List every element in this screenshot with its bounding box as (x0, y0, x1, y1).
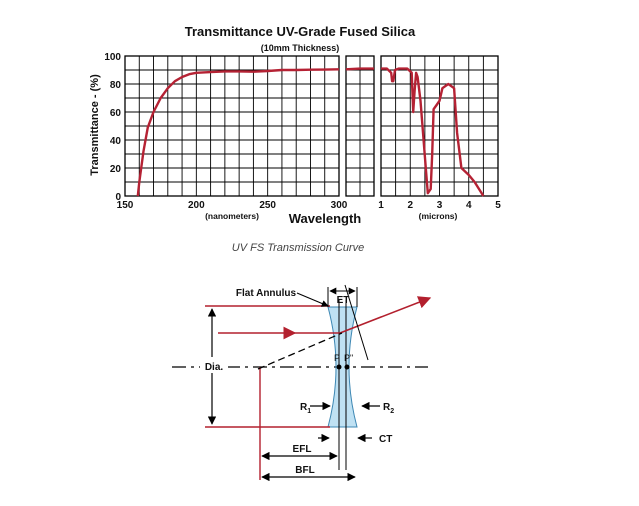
chart-caption: UV FS Transmission Curve (232, 242, 364, 254)
y-tick-label: 40 (110, 136, 122, 147)
label-flat-annulus: Flat Annulus (236, 288, 297, 299)
label-r1-main: R (300, 402, 308, 413)
y-tick-label: 60 (110, 108, 122, 119)
x-tick-label: 300 (331, 200, 348, 211)
principal-point-p-double-prime (344, 364, 350, 370)
label-r2-sub: 2 (390, 408, 394, 415)
x-tick-label: 1 (378, 200, 384, 211)
x-unit-label: (nanometers) (205, 211, 259, 221)
label-p-double-prime: P" (344, 353, 353, 363)
panel-frame (345, 55, 375, 197)
x-axis-label: Wavelength (289, 211, 362, 226)
x-tick-label: 3 (437, 200, 443, 211)
y-tick-label: 100 (104, 52, 121, 63)
lens-diagram: P P" Flat Annulus ET Dia. R1 R2 (172, 284, 432, 482)
x-tick-label: 150 (117, 200, 134, 211)
x-tick-label: 4 (466, 200, 472, 211)
ray-refracted (339, 296, 432, 334)
y-tick-label: 20 (110, 164, 122, 175)
transmittance-curve (345, 67, 374, 71)
y-tick-label: 0 (115, 192, 121, 203)
x-tick-label: 2 (407, 200, 413, 211)
y-tick-label: 80 (110, 80, 122, 91)
label-bfl: BFL (295, 465, 314, 476)
dia-label-bg (200, 357, 228, 373)
x-tick-label: 250 (259, 200, 276, 211)
x-unit-label: (microns) (419, 211, 458, 221)
transmittance-curve (381, 67, 485, 197)
principal-point-p (336, 364, 342, 370)
label-r2-main: R (383, 402, 391, 413)
chart-title: Transmittance UV-Grade Fused Silica (185, 24, 416, 39)
flat-annulus-leader (296, 292, 329, 307)
chart-subtitle: (10mm Thickness) (261, 43, 340, 53)
label-et: ET (337, 295, 350, 306)
transmittance-chart: Transmittance UV-Grade Fused Silica (10m… (89, 24, 501, 254)
label-r1: R1 (300, 402, 311, 415)
label-r2: R2 (383, 402, 394, 415)
chart-plot-area: 150 200 250 300 (nanometers) 1 2 3 4 5 (microns) 0 2… (104, 52, 501, 221)
x-tick-label: 200 (188, 200, 205, 211)
et-extension-line (344, 284, 369, 361)
panel-frame (380, 55, 499, 197)
x-tick-label: 5 (495, 200, 501, 211)
label-dia: Dia. (205, 362, 224, 373)
biconcave-lens (327, 306, 358, 428)
virtual-ray (257, 332, 343, 370)
label-r1-sub: 1 (307, 408, 311, 415)
label-ct: CT (379, 434, 392, 445)
panel-frame (124, 55, 340, 197)
label-p: P (334, 353, 340, 363)
label-efl: EFL (293, 444, 312, 455)
y-axis-label: Transmittance - (%) (89, 74, 101, 176)
transmittance-curve (136, 68, 340, 197)
ray-group (205, 296, 432, 480)
